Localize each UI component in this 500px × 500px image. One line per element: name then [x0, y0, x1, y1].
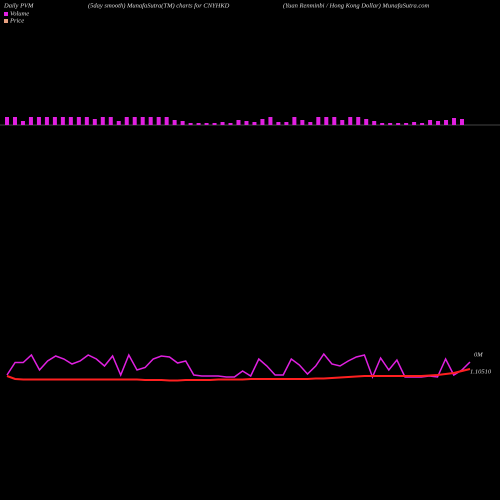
volume-bar	[156, 117, 161, 125]
volume-bar	[12, 117, 17, 125]
volume-bar	[20, 121, 25, 125]
volume-bar	[116, 121, 121, 125]
volume-bar	[396, 123, 401, 125]
volume-bar	[84, 117, 89, 125]
volume-bar	[52, 117, 57, 125]
legend-swatch	[4, 12, 8, 16]
axis-label: 1.10510	[470, 368, 492, 375]
volume-bar	[220, 122, 225, 125]
volume-bar	[36, 117, 41, 125]
volume-bar	[420, 123, 425, 125]
volume-bar	[452, 118, 457, 125]
volume-bar	[140, 117, 145, 125]
volume-bar	[60, 117, 65, 125]
volume-bar	[268, 117, 273, 125]
volume-bar	[308, 122, 313, 125]
volume-bar	[148, 117, 153, 125]
volume-bar	[164, 117, 169, 125]
price-line	[6, 352, 471, 380]
volume-bar	[132, 117, 137, 125]
volume-bar	[332, 117, 337, 125]
volume-bar	[252, 122, 257, 125]
header-center: (5day smooth) MunafaSutra(TM) charts for…	[88, 2, 230, 9]
volume-bar	[372, 121, 377, 125]
volume-bar	[436, 121, 441, 125]
volume-bar	[5, 117, 9, 125]
volume-bar	[236, 120, 241, 125]
volume-bar	[28, 117, 33, 125]
volume-bar	[284, 122, 289, 125]
volume-bar	[180, 121, 185, 125]
volume-bar	[404, 123, 409, 125]
volume-bar	[460, 119, 464, 125]
volume-bar	[196, 123, 201, 125]
volume-bar	[100, 117, 105, 125]
volume-bar	[388, 123, 393, 125]
volume-bar	[316, 117, 321, 125]
volume-bar	[92, 119, 97, 125]
legend-label: Volume	[10, 10, 29, 17]
volume-bar	[172, 120, 177, 125]
legend-label: Price	[9, 17, 24, 24]
price-line	[6, 368, 471, 382]
volume-bar	[108, 117, 113, 125]
volume-bar	[212, 123, 217, 125]
volume-bar	[356, 117, 361, 125]
volume-bar	[364, 119, 369, 125]
axis-label: 0M	[474, 351, 483, 358]
header-right: (Yuan Renminbi / Hong Kong Dollar) Munaf…	[283, 2, 429, 9]
volume-bar	[188, 123, 193, 125]
volume-bar	[228, 123, 233, 125]
volume-bar	[68, 117, 73, 125]
volume-bar	[444, 120, 449, 125]
volume-bar	[348, 117, 353, 125]
volume-bar	[124, 117, 129, 125]
volume-bar	[76, 117, 81, 125]
volume-bar	[44, 117, 49, 125]
volume-bar	[340, 120, 345, 125]
volume-bar	[412, 122, 417, 125]
header-left: Daily PVM	[3, 2, 34, 9]
legend-swatch	[4, 19, 8, 23]
volume-bar	[260, 119, 265, 125]
volume-bar	[292, 117, 297, 125]
volume-bar	[204, 123, 209, 125]
volume-bar	[244, 121, 249, 125]
volume-bar	[300, 120, 305, 125]
volume-bar	[428, 120, 433, 125]
volume-bar	[276, 122, 281, 125]
volume-bar	[380, 123, 385, 125]
volume-bar	[324, 117, 329, 125]
